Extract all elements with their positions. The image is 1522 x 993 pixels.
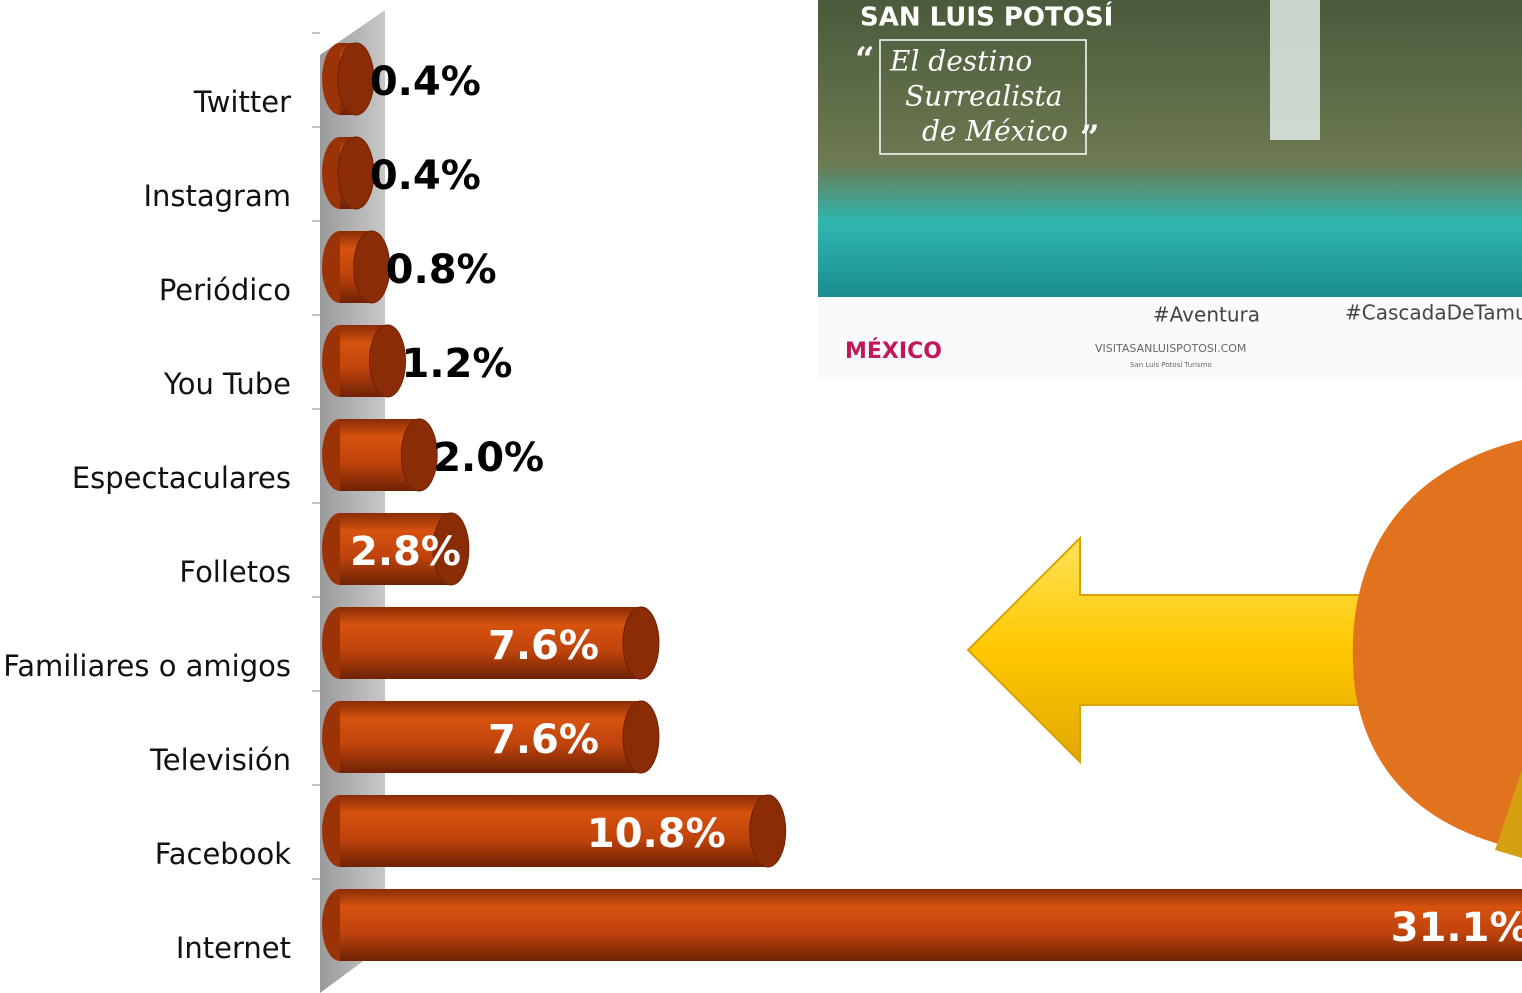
bar-end xyxy=(622,606,660,680)
category-label: Espectaculares xyxy=(72,461,291,495)
brand: SAN LUIS POTOSÍ xyxy=(860,1,1113,33)
bar-end xyxy=(432,512,470,586)
bar xyxy=(340,701,641,773)
category-label: Folletos xyxy=(179,555,291,589)
category-label: Familiares o amigos xyxy=(3,649,291,683)
value-label: 1.2% xyxy=(402,341,513,387)
logo: MÉXICO xyxy=(845,338,942,364)
value-label: 0.8% xyxy=(386,247,497,293)
quote-box xyxy=(879,39,1087,155)
tag: #CascadaDeTamul xyxy=(1345,301,1522,325)
pie-slice xyxy=(1495,770,1522,858)
category-label: Twitter xyxy=(193,85,291,119)
value-label: 2.8% xyxy=(350,529,461,575)
quote-line: de México xyxy=(922,115,1068,148)
category-label: Internet xyxy=(176,931,291,965)
bars: Twitter 0.4% Instagram 0.4% Periódico 0.8% You… xyxy=(3,32,1522,965)
value-label: 0.4% xyxy=(370,59,481,105)
category-label: You Tube xyxy=(163,367,291,401)
category-label: Periódico xyxy=(159,273,291,307)
value-label: 10.8% xyxy=(587,811,726,857)
social: San Luis Potosí Turismo xyxy=(1130,361,1212,369)
value-label: 7.6% xyxy=(488,623,599,669)
quote-mark: ” xyxy=(1080,118,1100,158)
bar-end xyxy=(337,42,375,116)
pie-slice xyxy=(1352,440,1522,850)
category-label: Televisión xyxy=(149,743,291,777)
value-label: 0.4% xyxy=(370,153,481,199)
site: VISITASANLUISPOTOSI.COM xyxy=(1095,342,1246,355)
tag: #Aventura xyxy=(1153,303,1260,327)
value-label: 7.6% xyxy=(488,717,599,763)
waterfall xyxy=(1270,0,1320,140)
bar-end xyxy=(749,794,787,868)
bar-end xyxy=(337,136,375,210)
arrow xyxy=(966,535,1396,765)
quote-line: Surrealista xyxy=(905,80,1062,113)
category-label: Instagram xyxy=(143,179,291,213)
bar xyxy=(340,889,1522,961)
quote-mark: “ xyxy=(855,40,875,80)
value-label: 31.1% xyxy=(1391,905,1522,951)
bar xyxy=(340,607,641,679)
bar-end xyxy=(353,230,391,304)
bar-end xyxy=(622,700,660,774)
photo xyxy=(818,0,1522,297)
bar xyxy=(340,795,768,867)
bar-end xyxy=(369,324,407,398)
footer-strip xyxy=(818,297,1522,380)
bar-end xyxy=(400,418,438,492)
photo-ad: SAN LUIS POTOSÍ “ ” El destino Surrealis… xyxy=(818,0,1522,380)
quote-line: El destino xyxy=(889,45,1032,78)
value-label: 2.0% xyxy=(433,435,544,481)
category-label: Facebook xyxy=(155,837,291,871)
